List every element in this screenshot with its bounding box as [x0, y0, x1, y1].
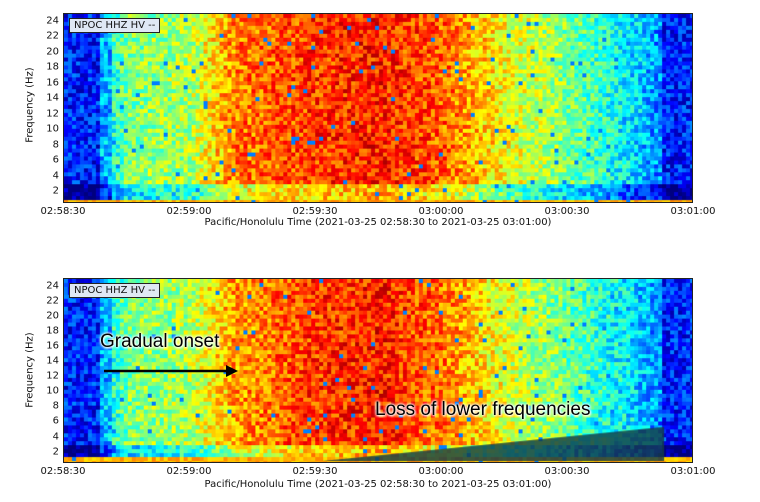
- x-tick-label: 03:00:00: [418, 466, 464, 477]
- y-tick-label: 22: [46, 30, 59, 42]
- x-tick-label: 02:59:00: [166, 206, 212, 217]
- y-tick-label: 16: [46, 340, 59, 352]
- y-tick-label: 10: [46, 385, 59, 397]
- y-tick-label: 10: [46, 123, 59, 135]
- y-tick-label: 20: [46, 46, 59, 58]
- x-axis-label: Pacific/Honolulu Time (2021-03-25 02:58:…: [204, 217, 552, 228]
- gradual-onset-annotation: Gradual onset: [100, 331, 220, 352]
- y-tick-label: 24: [46, 15, 59, 27]
- y-tick-label: 2: [52, 446, 59, 458]
- y-tick-label: 6: [52, 154, 59, 166]
- plot-area: NPOC HHZ HV --: [63, 13, 693, 203]
- x-tick-label: 03:01:00: [670, 466, 716, 477]
- y-tick-label: 14: [46, 355, 59, 367]
- x-tick-label: 02:58:30: [40, 466, 86, 477]
- y-tick-label: 18: [46, 61, 59, 73]
- onset-arrow-icon: [104, 365, 238, 377]
- x-tick-label: 03:01:00: [670, 206, 716, 217]
- y-tick-label: 12: [46, 108, 59, 120]
- y-tick-label: 6: [52, 415, 59, 427]
- y-tick-label: 4: [52, 170, 59, 182]
- x-tick-label: 02:58:30: [40, 206, 86, 217]
- x-tick-label: 02:59:30: [292, 206, 338, 217]
- x-axis-label: Pacific/Honolulu Time (2021-03-25 02:58:…: [204, 479, 552, 490]
- station-label: NPOC HHZ HV --: [69, 283, 161, 298]
- x-tick-label: 02:59:30: [292, 466, 338, 477]
- x-tick-label: 03:00:30: [544, 206, 590, 217]
- y-tick-label: 14: [46, 92, 59, 104]
- x-tick-label: 02:59:00: [166, 466, 212, 477]
- spectrogram-top: NPOC HHZ HV -- Frequency (Hz) Pacific/Ho…: [0, 0, 760, 240]
- y-axis-label: Frequency (Hz): [24, 332, 36, 408]
- x-tick-label: 03:00:00: [418, 206, 464, 217]
- y-tick-label: 12: [46, 370, 59, 382]
- y-tick-label: 8: [52, 400, 59, 412]
- x-tick-label: 03:00:30: [544, 466, 590, 477]
- station-label: NPOC HHZ HV --: [69, 18, 161, 33]
- y-tick-label: 24: [46, 280, 59, 292]
- y-tick-label: 8: [52, 139, 59, 151]
- spectrogram-heatmap: [64, 14, 692, 202]
- y-tick-label: 4: [52, 431, 59, 443]
- y-tick-label: 22: [46, 295, 59, 307]
- y-tick-label: 18: [46, 325, 59, 337]
- y-tick-label: 2: [52, 185, 59, 197]
- loss-of-lower-frequencies-annotation: Loss of lower frequencies: [375, 399, 591, 420]
- y-tick-label: 20: [46, 310, 59, 322]
- y-tick-label: 16: [46, 77, 59, 89]
